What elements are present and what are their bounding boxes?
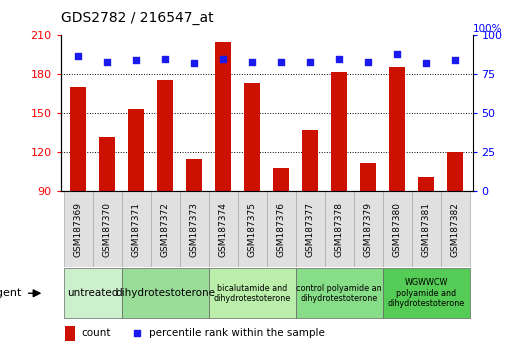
Point <box>161 56 169 62</box>
Point <box>190 61 199 66</box>
Bar <box>209 191 238 267</box>
Bar <box>325 191 354 267</box>
Text: agent: agent <box>0 288 22 298</box>
Bar <box>412 191 441 267</box>
Point <box>133 330 141 336</box>
Bar <box>383 191 412 267</box>
Point <box>277 59 285 65</box>
Text: GSM187379: GSM187379 <box>364 202 373 257</box>
Text: 100%: 100% <box>473 24 502 34</box>
Bar <box>302 130 318 191</box>
Text: GSM187370: GSM187370 <box>102 202 111 257</box>
Point <box>306 59 314 65</box>
Text: GDS2782 / 216547_at: GDS2782 / 216547_at <box>61 11 213 25</box>
Bar <box>383 268 470 318</box>
Text: GSM187369: GSM187369 <box>73 202 82 257</box>
Text: GSM187378: GSM187378 <box>335 202 344 257</box>
Bar <box>238 191 267 267</box>
Point <box>393 51 401 57</box>
Text: GSM187372: GSM187372 <box>161 202 169 257</box>
Text: percentile rank within the sample: percentile rank within the sample <box>149 328 325 338</box>
Bar <box>389 67 405 191</box>
Bar <box>180 191 209 267</box>
Bar <box>63 268 121 318</box>
Bar <box>267 191 296 267</box>
Bar <box>65 326 75 341</box>
Text: control polyamide an
dihydrotestoterone: control polyamide an dihydrotestoterone <box>296 284 382 303</box>
Text: GSM187374: GSM187374 <box>219 202 228 257</box>
Bar <box>273 168 289 191</box>
Point <box>103 59 111 65</box>
Bar <box>215 42 231 191</box>
Text: GSM187381: GSM187381 <box>422 202 431 257</box>
Point <box>451 57 459 63</box>
Bar <box>70 87 86 191</box>
Bar <box>354 191 383 267</box>
Bar <box>209 268 296 318</box>
Text: dihydrotestoterone: dihydrotestoterone <box>115 288 215 298</box>
Point <box>335 56 343 62</box>
Point <box>132 57 140 63</box>
Bar <box>296 268 383 318</box>
Point <box>74 53 82 58</box>
Text: count: count <box>81 328 111 338</box>
Text: GSM187375: GSM187375 <box>248 202 257 257</box>
Bar <box>331 72 347 191</box>
Point <box>364 59 372 65</box>
Text: GSM187382: GSM187382 <box>451 202 460 257</box>
Bar <box>128 109 144 191</box>
Bar <box>99 137 115 191</box>
Bar <box>121 268 209 318</box>
Bar <box>296 191 325 267</box>
Bar <box>360 162 376 191</box>
Bar <box>186 159 202 191</box>
Text: GSM187377: GSM187377 <box>306 202 315 257</box>
Text: GSM187373: GSM187373 <box>190 202 199 257</box>
Text: WGWWCW
polyamide and
dihydrotestoterone: WGWWCW polyamide and dihydrotestoterone <box>388 278 465 308</box>
Bar <box>447 152 463 191</box>
Bar <box>157 80 173 191</box>
Bar <box>150 191 180 267</box>
Bar <box>63 191 92 267</box>
Point <box>248 59 257 65</box>
Text: bicalutamide and
dihydrotestoterone: bicalutamide and dihydrotestoterone <box>213 284 291 303</box>
Text: GSM187376: GSM187376 <box>277 202 286 257</box>
Bar <box>418 177 434 191</box>
Point <box>219 56 228 62</box>
Point <box>422 61 430 66</box>
Bar <box>121 191 150 267</box>
Bar <box>441 191 470 267</box>
Text: untreated: untreated <box>67 288 118 298</box>
Bar <box>244 84 260 191</box>
Text: GSM187371: GSM187371 <box>131 202 140 257</box>
Bar <box>92 191 121 267</box>
Text: GSM187380: GSM187380 <box>393 202 402 257</box>
